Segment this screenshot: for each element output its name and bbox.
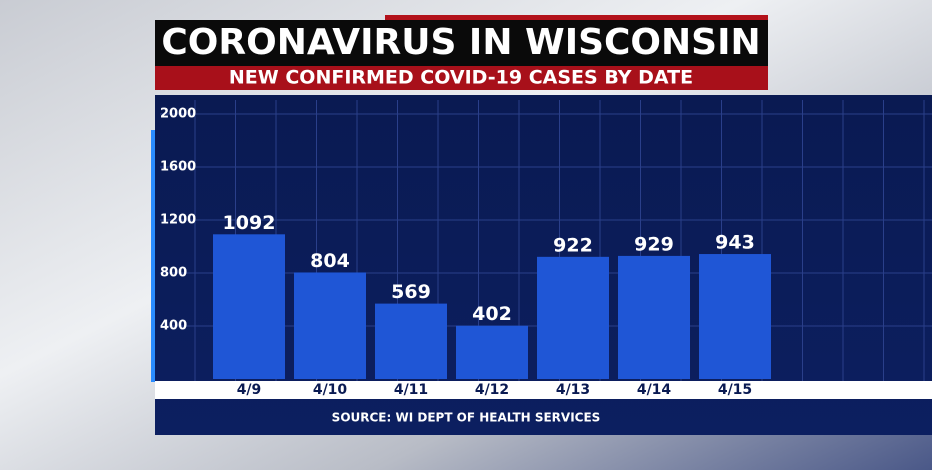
bar xyxy=(213,234,285,379)
y-tick-label: 1600 xyxy=(160,160,196,175)
subtitle-box xyxy=(155,66,768,90)
value-label: 1092 xyxy=(223,212,276,234)
x-tick-label: 4/14 xyxy=(637,382,672,398)
value-label: 929 xyxy=(634,233,674,255)
bar xyxy=(375,303,447,379)
x-tick-label: 4/12 xyxy=(475,382,509,398)
bar xyxy=(456,325,528,379)
value-label: 922 xyxy=(553,234,593,256)
bar xyxy=(537,256,609,379)
source-note: SOURCE: WI DEPT OF HEALTH SERVICES xyxy=(332,411,601,425)
x-tick-label: 4/9 xyxy=(237,382,262,398)
value-label: 402 xyxy=(472,303,512,325)
x-axis-band xyxy=(155,381,932,399)
chart-title: CORONAVIRUS IN WISCONSIN xyxy=(161,22,760,63)
y-tick-label: 2000 xyxy=(160,107,196,122)
chart-subtitle: NEW CONFIRMED COVID-19 CASES BY DATE xyxy=(229,67,693,89)
title-box xyxy=(155,20,768,66)
value-label: 804 xyxy=(310,250,350,272)
x-tick-label: 4/11 xyxy=(394,382,428,398)
x-tick-label: 4/10 xyxy=(313,382,348,398)
x-tick-label: 4/15 xyxy=(718,382,752,398)
y-tick-label: 1200 xyxy=(160,213,196,228)
value-label: 943 xyxy=(715,232,755,254)
bar xyxy=(699,254,771,379)
y-tick-label: 400 xyxy=(160,319,187,334)
accent-strip xyxy=(385,15,768,21)
value-label: 569 xyxy=(391,281,431,303)
bar xyxy=(294,272,366,379)
y-tick-label: 800 xyxy=(160,266,187,281)
x-tick-label: 4/13 xyxy=(556,382,590,398)
bar xyxy=(618,255,690,379)
panel-accent xyxy=(151,130,155,382)
